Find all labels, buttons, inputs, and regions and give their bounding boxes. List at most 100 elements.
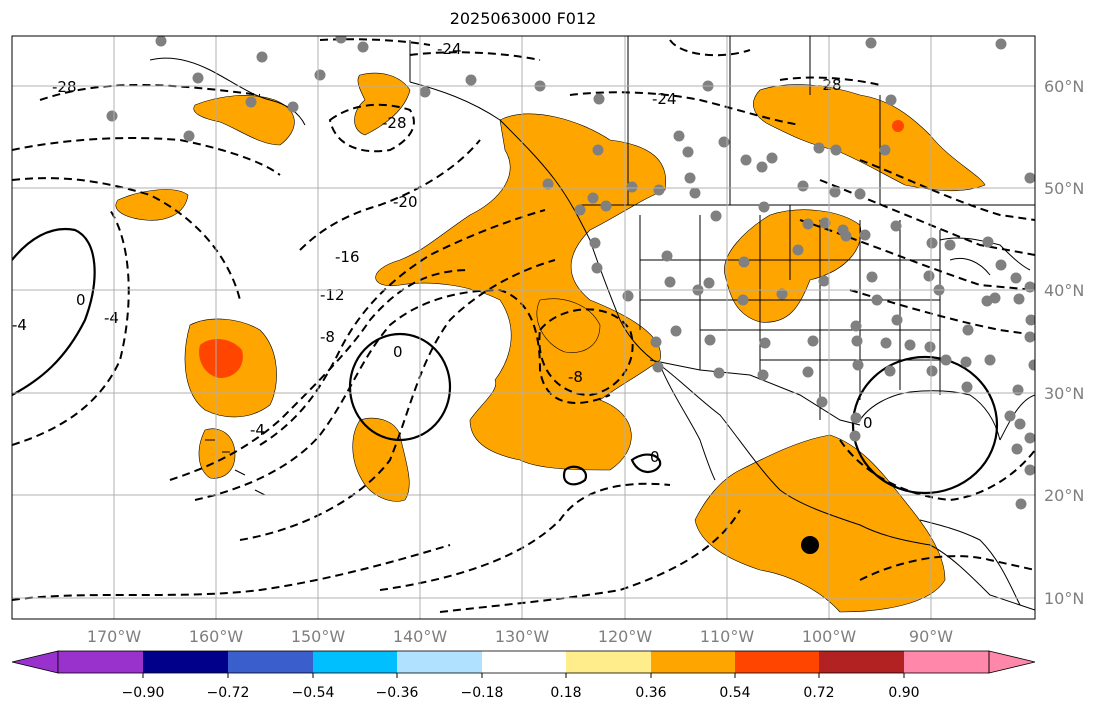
contour-label: 0 xyxy=(76,291,86,309)
station-dot xyxy=(592,144,604,156)
contour-label: -4 xyxy=(250,421,265,439)
longitude-label: 150°W xyxy=(291,627,346,646)
station-dot xyxy=(880,337,892,349)
station-dot xyxy=(1010,272,1022,284)
station-markers xyxy=(106,36,1035,510)
station-dot xyxy=(879,144,891,156)
station-dot xyxy=(904,339,916,351)
station-dot xyxy=(192,72,204,84)
station-dot xyxy=(871,294,883,306)
station-dot xyxy=(1013,293,1025,305)
shaded-red-cores xyxy=(199,120,904,378)
contour-outer-2 xyxy=(379,482,671,591)
station-dot xyxy=(587,192,599,204)
contour-outer-4 xyxy=(12,137,281,176)
longitude-label: 170°W xyxy=(87,627,142,646)
station-dot xyxy=(183,130,195,142)
colorbar-tick-label: 0.72 xyxy=(803,685,834,701)
longitude-label: 130°W xyxy=(495,627,550,646)
contours-solid xyxy=(12,227,999,495)
station-dot xyxy=(766,152,778,164)
contour-neg8 xyxy=(194,288,611,501)
station-dot xyxy=(890,220,902,232)
contour-label: -16 xyxy=(335,248,360,266)
station-dot xyxy=(884,365,896,377)
contour-label: -24 xyxy=(652,90,677,108)
colorbar-extend-high xyxy=(988,650,1036,674)
station-dot xyxy=(626,181,638,193)
border-canada-interior xyxy=(627,36,881,205)
red-core-canada xyxy=(892,120,904,132)
latitude-label: 60°N xyxy=(1044,77,1084,96)
contour-label: -12 xyxy=(320,286,345,304)
colorbar-tick-label: 0.36 xyxy=(635,685,666,701)
colorbar-tick-label: −0.18 xyxy=(461,685,504,701)
station-dot xyxy=(802,218,814,230)
station-dot xyxy=(1028,359,1035,371)
station-dot xyxy=(1015,498,1027,510)
colorbar-segment xyxy=(397,651,482,673)
station-dot xyxy=(593,93,605,105)
station-dot xyxy=(155,36,167,47)
shade-w-pacific xyxy=(115,189,189,221)
station-dot xyxy=(718,136,730,148)
station-dot xyxy=(802,366,814,378)
station-dot xyxy=(797,180,809,192)
station-dot xyxy=(256,51,268,63)
contour-label: 0 xyxy=(863,414,873,432)
contour-label: -4 xyxy=(12,316,27,334)
station-dot xyxy=(589,237,601,249)
station-dot xyxy=(807,335,819,347)
colorbar-segment xyxy=(58,651,143,673)
station-dot xyxy=(713,367,725,379)
longitude-label: 90°W xyxy=(909,627,953,646)
colorbar-tick-label: −0.36 xyxy=(376,685,419,701)
station-dot xyxy=(859,229,871,241)
colorbar-segment xyxy=(566,651,651,673)
station-dot xyxy=(962,324,974,336)
longitude-label: 120°W xyxy=(598,627,653,646)
station-dot xyxy=(737,294,749,306)
station-dot xyxy=(866,271,878,283)
contour-outer-1 xyxy=(12,544,451,601)
longitude-label: 110°W xyxy=(700,627,755,646)
station-dot xyxy=(891,314,903,326)
contour-label: 0 xyxy=(650,448,660,466)
station-dot xyxy=(926,365,938,377)
station-dot xyxy=(682,146,694,158)
contour-outer-3 xyxy=(439,509,741,613)
station-dot xyxy=(1024,464,1035,476)
station-dot xyxy=(357,41,369,53)
station-dot xyxy=(710,210,722,222)
station-dot xyxy=(465,74,477,86)
contour-label: -28 xyxy=(52,78,77,96)
contour-neg28-1 xyxy=(39,83,261,101)
station-dot xyxy=(1011,443,1023,455)
contour-label: -24 xyxy=(437,40,462,58)
station-dot xyxy=(926,237,938,249)
center-marker xyxy=(801,536,819,554)
station-dot xyxy=(776,288,788,300)
station-dot xyxy=(984,354,996,366)
station-dot xyxy=(673,130,685,142)
coast-great-lakes xyxy=(939,237,1031,276)
latitude-label: 10°N xyxy=(1044,589,1084,608)
station-dot xyxy=(818,275,830,287)
station-dot xyxy=(287,101,299,113)
station-dot xyxy=(1024,432,1035,444)
contour-east-2 xyxy=(819,179,1035,256)
station-dot xyxy=(1014,418,1026,430)
station-dot xyxy=(830,144,842,156)
colorbar-segment xyxy=(735,651,819,673)
colorbar-tick-label: −0.72 xyxy=(207,685,250,701)
station-dot xyxy=(813,142,825,154)
contour-label: -4 xyxy=(104,309,119,327)
contour-labels: -24 -28 -24 -28 -28 -20 -16 -12 -8 -4 0 … xyxy=(12,40,873,466)
colorbar-segment xyxy=(819,651,904,673)
station-dot xyxy=(854,188,866,200)
colorbar-labels: −0.90 −0.72 −0.54 −0.36 −0.18 0.18 0.36 0.54 0.7… xyxy=(122,673,920,701)
contour-neg4-south xyxy=(169,269,471,481)
station-dot xyxy=(758,201,770,213)
station-dot xyxy=(335,36,347,44)
